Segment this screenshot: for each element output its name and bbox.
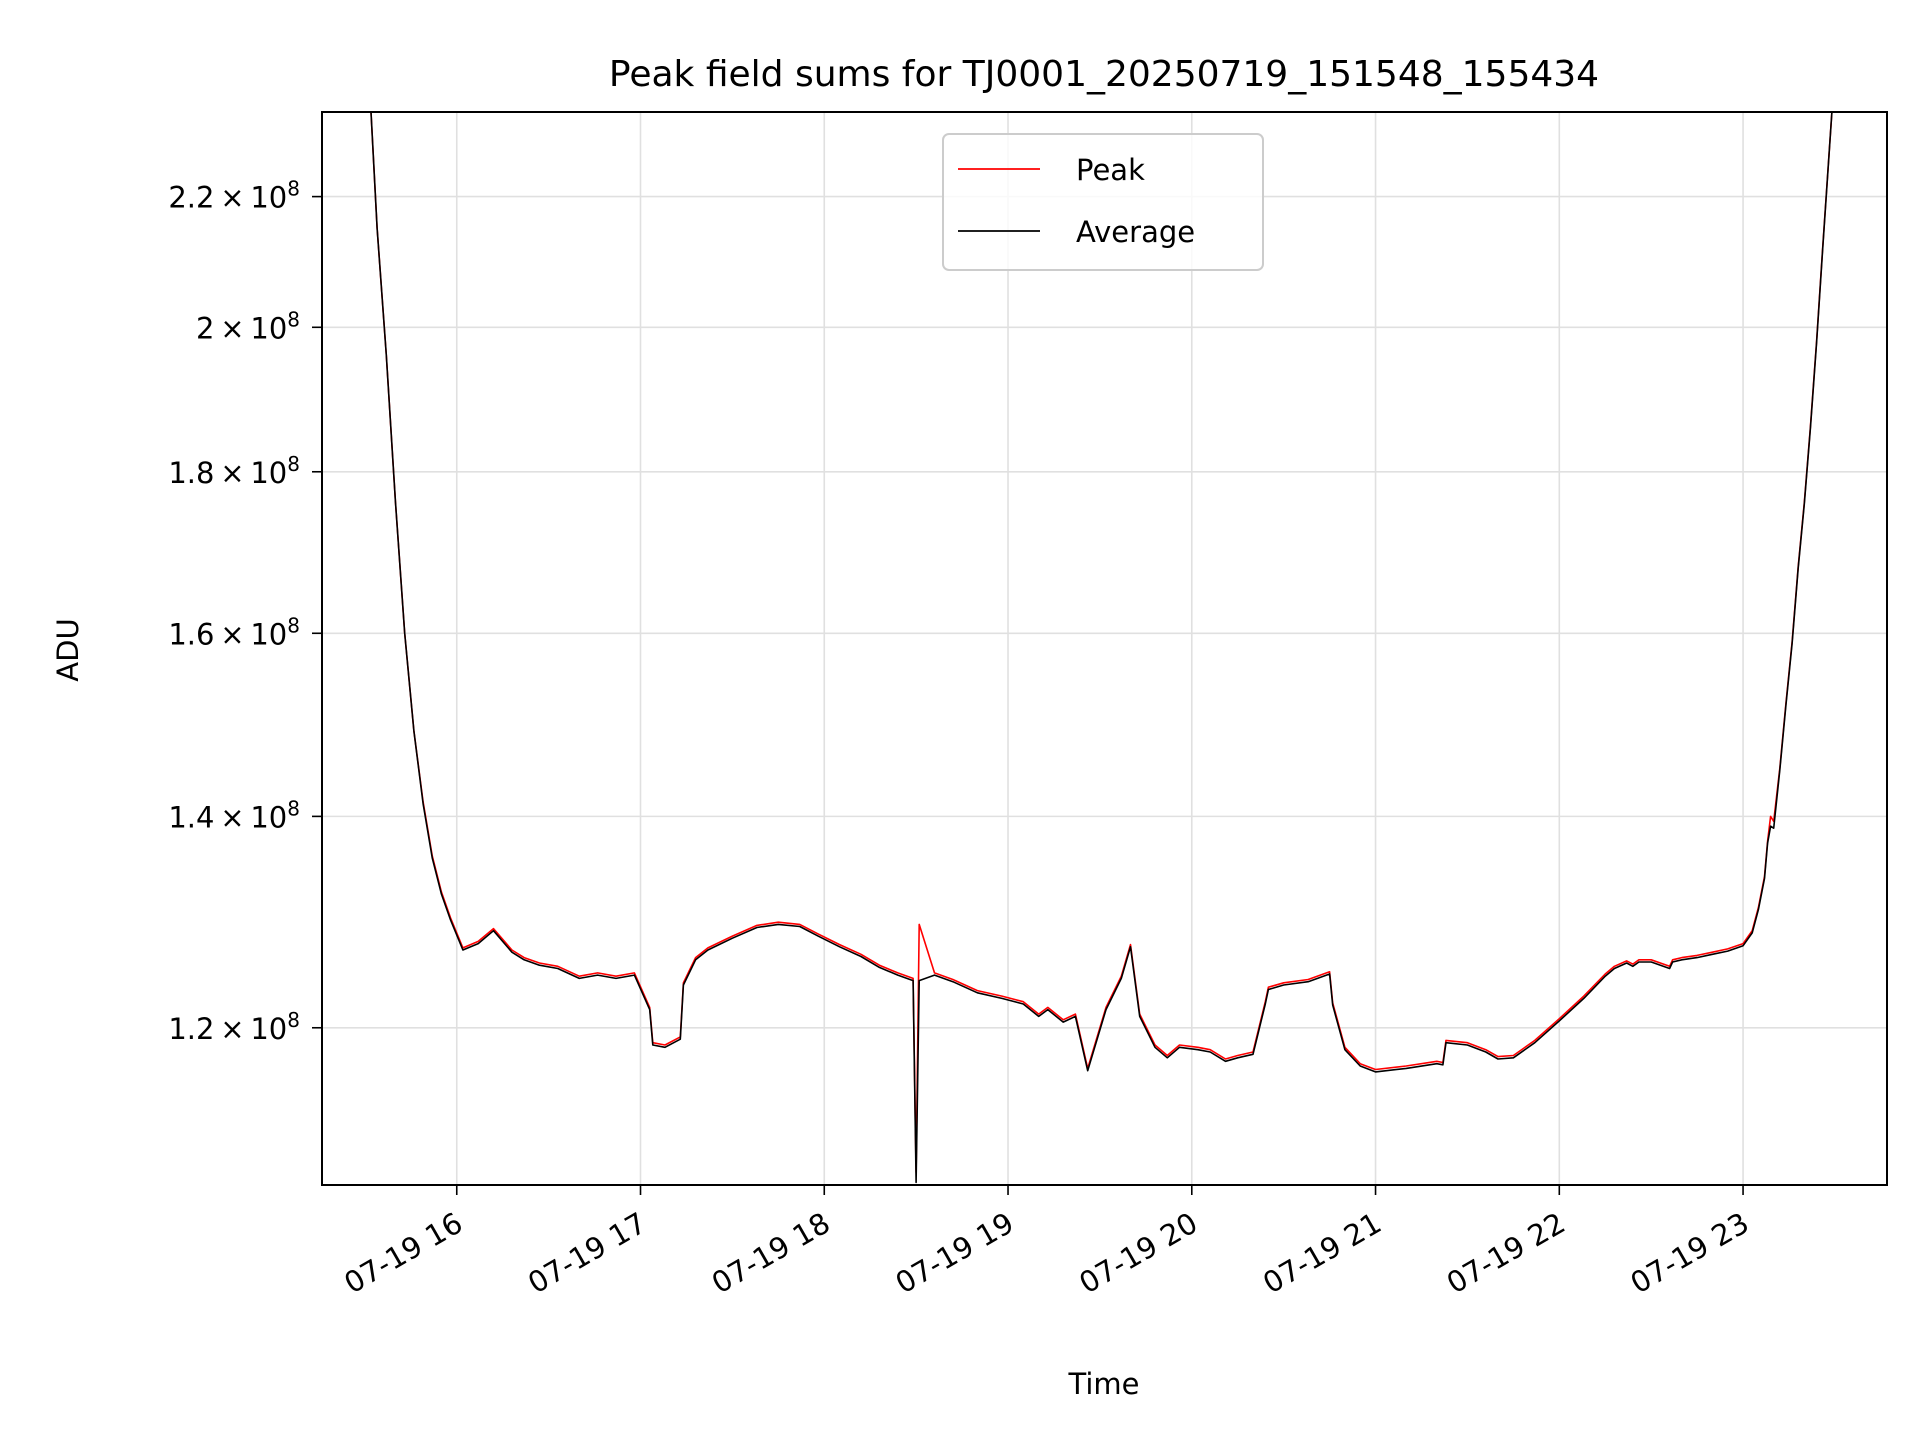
series-average-line	[370, 112, 1838, 1184]
legend-box	[942, 133, 1264, 271]
y-tick-label: 1.8 × 108	[168, 452, 300, 490]
legend-label-average: Average	[1076, 215, 1195, 249]
y-tick-label: 2 × 108	[196, 307, 300, 345]
y-tick-label: 1.6 × 108	[168, 613, 300, 651]
y-axis-label: ADU	[51, 618, 85, 681]
chart-title: Peak field sums for TJ0001_20250719_1515…	[609, 54, 1599, 95]
legend-label-peak: Peak	[1076, 153, 1145, 187]
series-peak-line	[370, 112, 1838, 1173]
y-tick-label: 2.2 × 108	[168, 177, 300, 215]
x-axis-label: Time	[1068, 1367, 1140, 1401]
legend: Peak Average	[942, 133, 1264, 271]
plot-frame	[321, 111, 1888, 1186]
y-tick-label: 1.4 × 108	[168, 796, 300, 834]
y-tick-label: 1.2 × 108	[168, 1008, 300, 1046]
series-lines	[370, 112, 1838, 1184]
